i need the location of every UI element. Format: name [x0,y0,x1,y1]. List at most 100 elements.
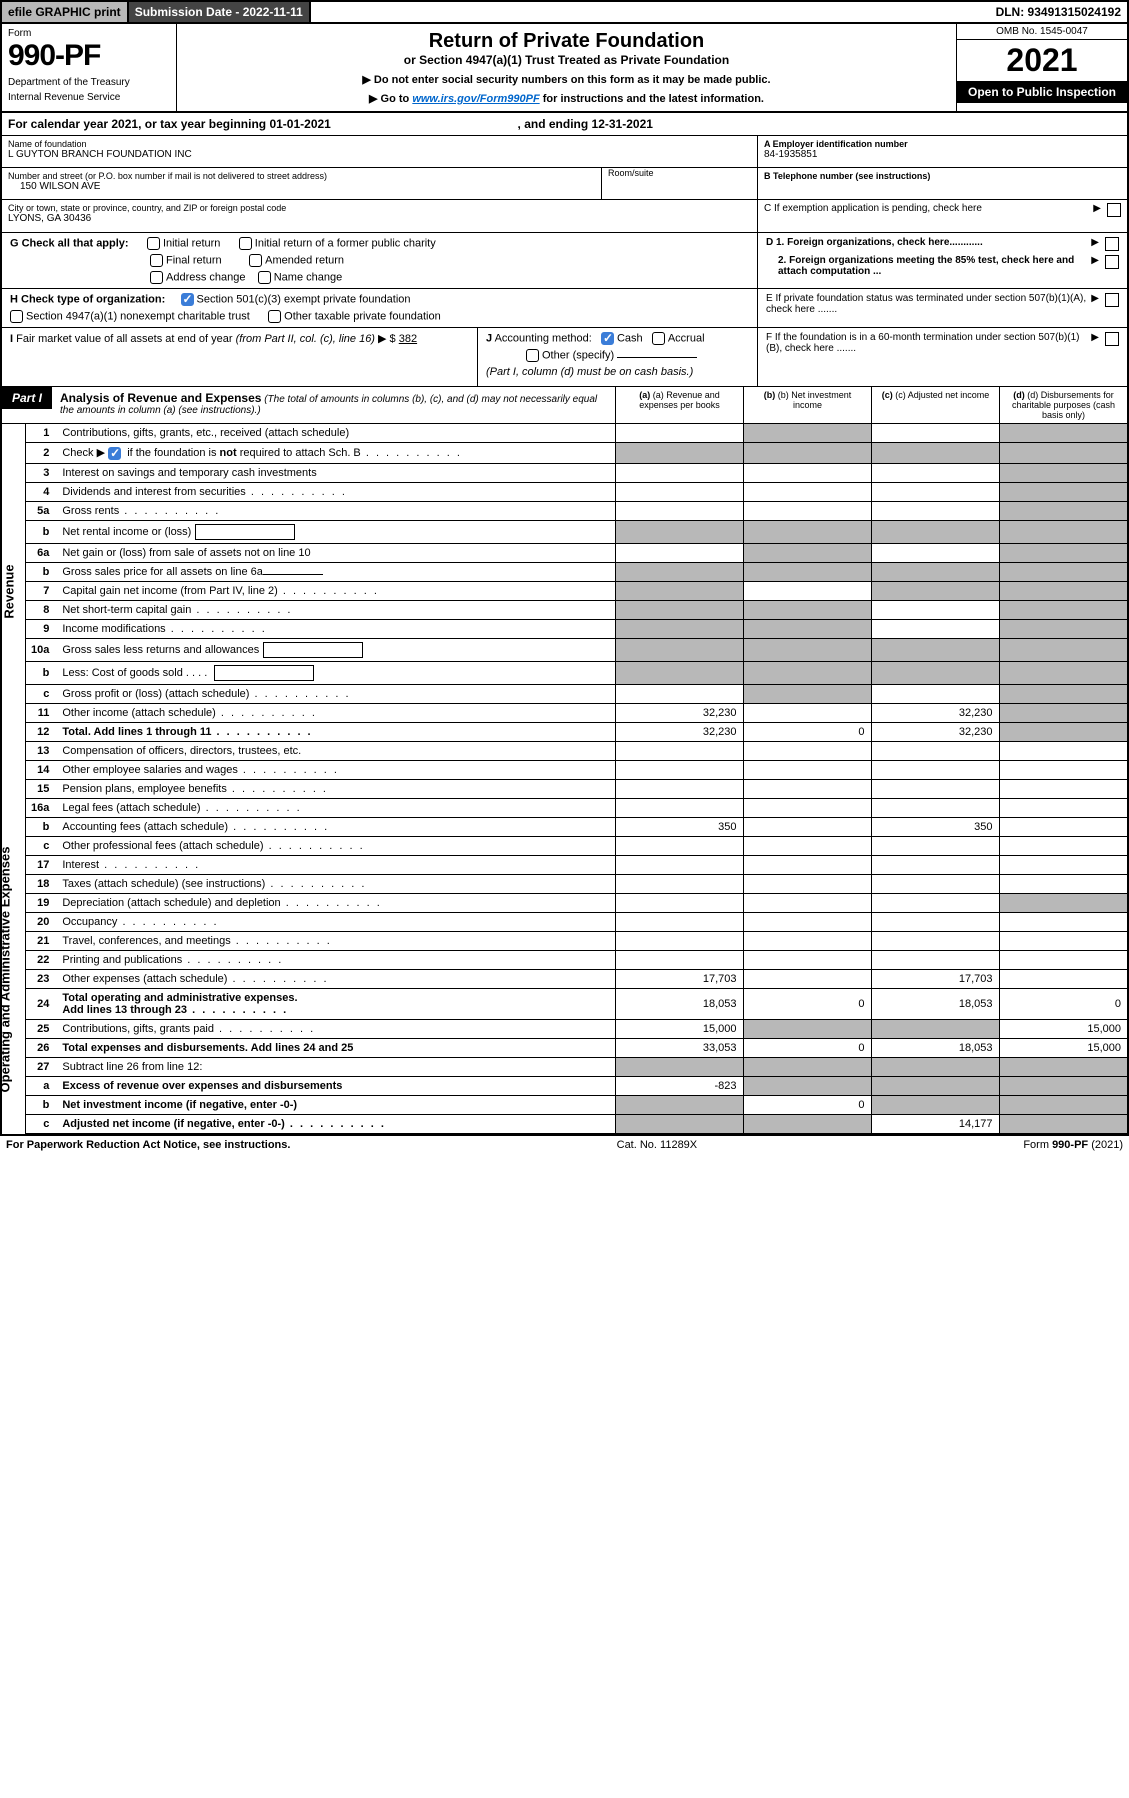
r26c: 18,053 [871,1038,999,1057]
r19d: Depreciation (attach schedule) and deple… [62,897,280,909]
c-checkbox[interactable] [1107,203,1121,217]
h-other-checkbox[interactable] [268,310,281,323]
table-row: 23Other expenses (attach schedule)17,703… [26,969,1127,988]
table-row: 7Capital gain net income (from Part IV, … [26,581,1127,600]
table-row: 5aGross rents [26,501,1127,520]
addr-cell: Number and street (or P.O. box number if… [2,168,757,200]
r24d: 0 [999,988,1127,1019]
table-row: 11Other income (attach schedule)32,23032… [26,703,1127,722]
g-check-section: G Check all that apply: Initial return I… [0,233,1129,289]
arrow-icon: ▶ [1093,203,1101,214]
revenue-table: 1Contributions, gifts, grants, etc., rec… [26,424,1127,742]
j-accrual-checkbox[interactable] [652,332,665,345]
g-label: G Check all that apply: [10,237,129,249]
table-row: cGross profit or (loss) (attach schedule… [26,684,1127,703]
g-address: Address change [166,271,246,283]
col-b-head: (b) (b) Net investment income [743,387,871,423]
expenses-text: Operating and Administrative Expenses [0,846,12,1092]
j-note: (Part I, column (d) must be on cash basi… [486,366,749,378]
col-b-text: (b) Net investment income [778,390,852,410]
r11d: Other income (attach schedule) [62,707,215,719]
table-row: 9Income modifications [26,619,1127,638]
name-cell: Name of foundation L GUYTON BRANCH FOUND… [2,136,757,168]
schb-checkbox[interactable] [108,447,121,460]
info-right: A Employer identification number 84-1935… [757,136,1127,232]
cogs-box [214,665,314,681]
table-row: 22Printing and publications [26,950,1127,969]
f-checkbox[interactable] [1105,332,1119,346]
form-number: 990-PF [8,39,170,73]
g-address-checkbox[interactable] [150,271,163,284]
open-inspection: Open to Public Inspection [957,81,1127,103]
city-cell: City or town, state or province, country… [2,200,757,232]
r2-post: if the foundation is not required to att… [127,447,361,459]
part1-label: Part I [2,387,52,409]
g-amended-checkbox[interactable] [249,254,262,267]
r12a: 32,230 [615,722,743,741]
r14d: Other employee salaries and wages [62,764,237,776]
info-left: Name of foundation L GUYTON BRANCH FOUND… [2,136,757,232]
table-row: 8Net short-term capital gain [26,600,1127,619]
h-501c3: Section 501(c)(3) exempt private foundat… [197,293,411,305]
h-label: H Check type of organization: [10,293,165,305]
h-check-section: H Check type of organization: Section 50… [0,289,1129,328]
r12b: 0 [743,722,871,741]
form990pf-link[interactable]: www.irs.gov/Form990PF [412,93,539,105]
dept-treasury: Department of the Treasury [8,77,170,88]
r18d: Taxes (attach schedule) (see instruction… [62,878,265,890]
j-cash-checkbox[interactable] [601,332,614,345]
cal-begin: 01-01-2021 [269,117,330,131]
r16cd: Other professional fees (attach schedule… [62,840,263,852]
r22d: Printing and publications [62,954,182,966]
r24a: 18,053 [615,988,743,1019]
r26b: 0 [743,1038,871,1057]
r16ad: Legal fees (attach schedule) [62,802,200,814]
g-left: G Check all that apply: Initial return I… [10,237,757,284]
r7d: Capital gain net income (from Part IV, l… [62,585,277,597]
r15d: Pension plans, employee benefits [62,783,227,795]
table-row: 25Contributions, gifts, grants paid15,00… [26,1019,1127,1038]
table-row: bAccounting fees (attach schedule)350350 [26,817,1127,836]
table-row: 6aNet gain or (loss) from sale of assets… [26,543,1127,562]
r26a: 33,053 [615,1038,743,1057]
tax-year: 2021 [957,40,1127,81]
c-label: C If exemption application is pending, c… [764,203,1093,214]
h-4947-checkbox[interactable] [10,310,23,323]
f-label: F If the foundation is in a 60-month ter… [766,332,1091,354]
r17d: Interest [62,859,99,871]
d2-checkbox[interactable] [1105,255,1119,269]
cal-end: 12-31-2021 [592,117,653,131]
h-left: H Check type of organization: Section 50… [10,293,757,323]
table-row: cOther professional fees (attach schedul… [26,836,1127,855]
table-row: bNet investment income (if negative, ent… [26,1095,1127,1114]
arrow-icon: ▶ [1091,293,1099,304]
col-c-head: (c) (c) Adjusted net income [871,387,999,423]
h-501c3-checkbox[interactable] [181,293,194,306]
g-initial-checkbox[interactable] [147,237,160,250]
g-final-checkbox[interactable] [150,254,163,267]
table-row: 27Subtract line 26 from line 12: [26,1057,1127,1076]
table-row: 16aLegal fees (attach schedule) [26,798,1127,817]
foundation-name: L GUYTON BRANCH FOUNDATION INC [8,149,751,160]
d1-checkbox[interactable] [1105,237,1119,251]
i-section: I Fair market value of all assets at end… [2,328,477,386]
g-initial-former-checkbox[interactable] [239,237,252,250]
revenue-label: Revenue [2,424,26,742]
efile-label[interactable]: efile GRAPHIC print [2,2,129,22]
j-label: J [486,332,492,344]
part1-header: Part I Analysis of Revenue and Expenses … [0,387,1129,424]
g-name-checkbox[interactable] [258,271,271,284]
r23d: Other expenses (attach schedule) [62,973,227,985]
r2-pre: Check ▶ [62,447,105,459]
foundation-city: LYONS, GA 30436 [8,213,751,224]
form-title: Return of Private Foundation [185,30,948,53]
table-row: aExcess of revenue over expenses and dis… [26,1076,1127,1095]
header-left: Form 990-PF Department of the Treasury I… [2,24,177,111]
col-d-head: (d) (d) Disbursements for charitable pur… [999,387,1127,423]
table-row: bGross sales price for all assets on lin… [26,562,1127,581]
g-amended: Amended return [265,254,344,266]
j-other-checkbox[interactable] [526,349,539,362]
table-row: 26Total expenses and disbursements. Add … [26,1038,1127,1057]
r20d: Occupancy [62,916,117,928]
e-checkbox[interactable] [1105,293,1119,307]
